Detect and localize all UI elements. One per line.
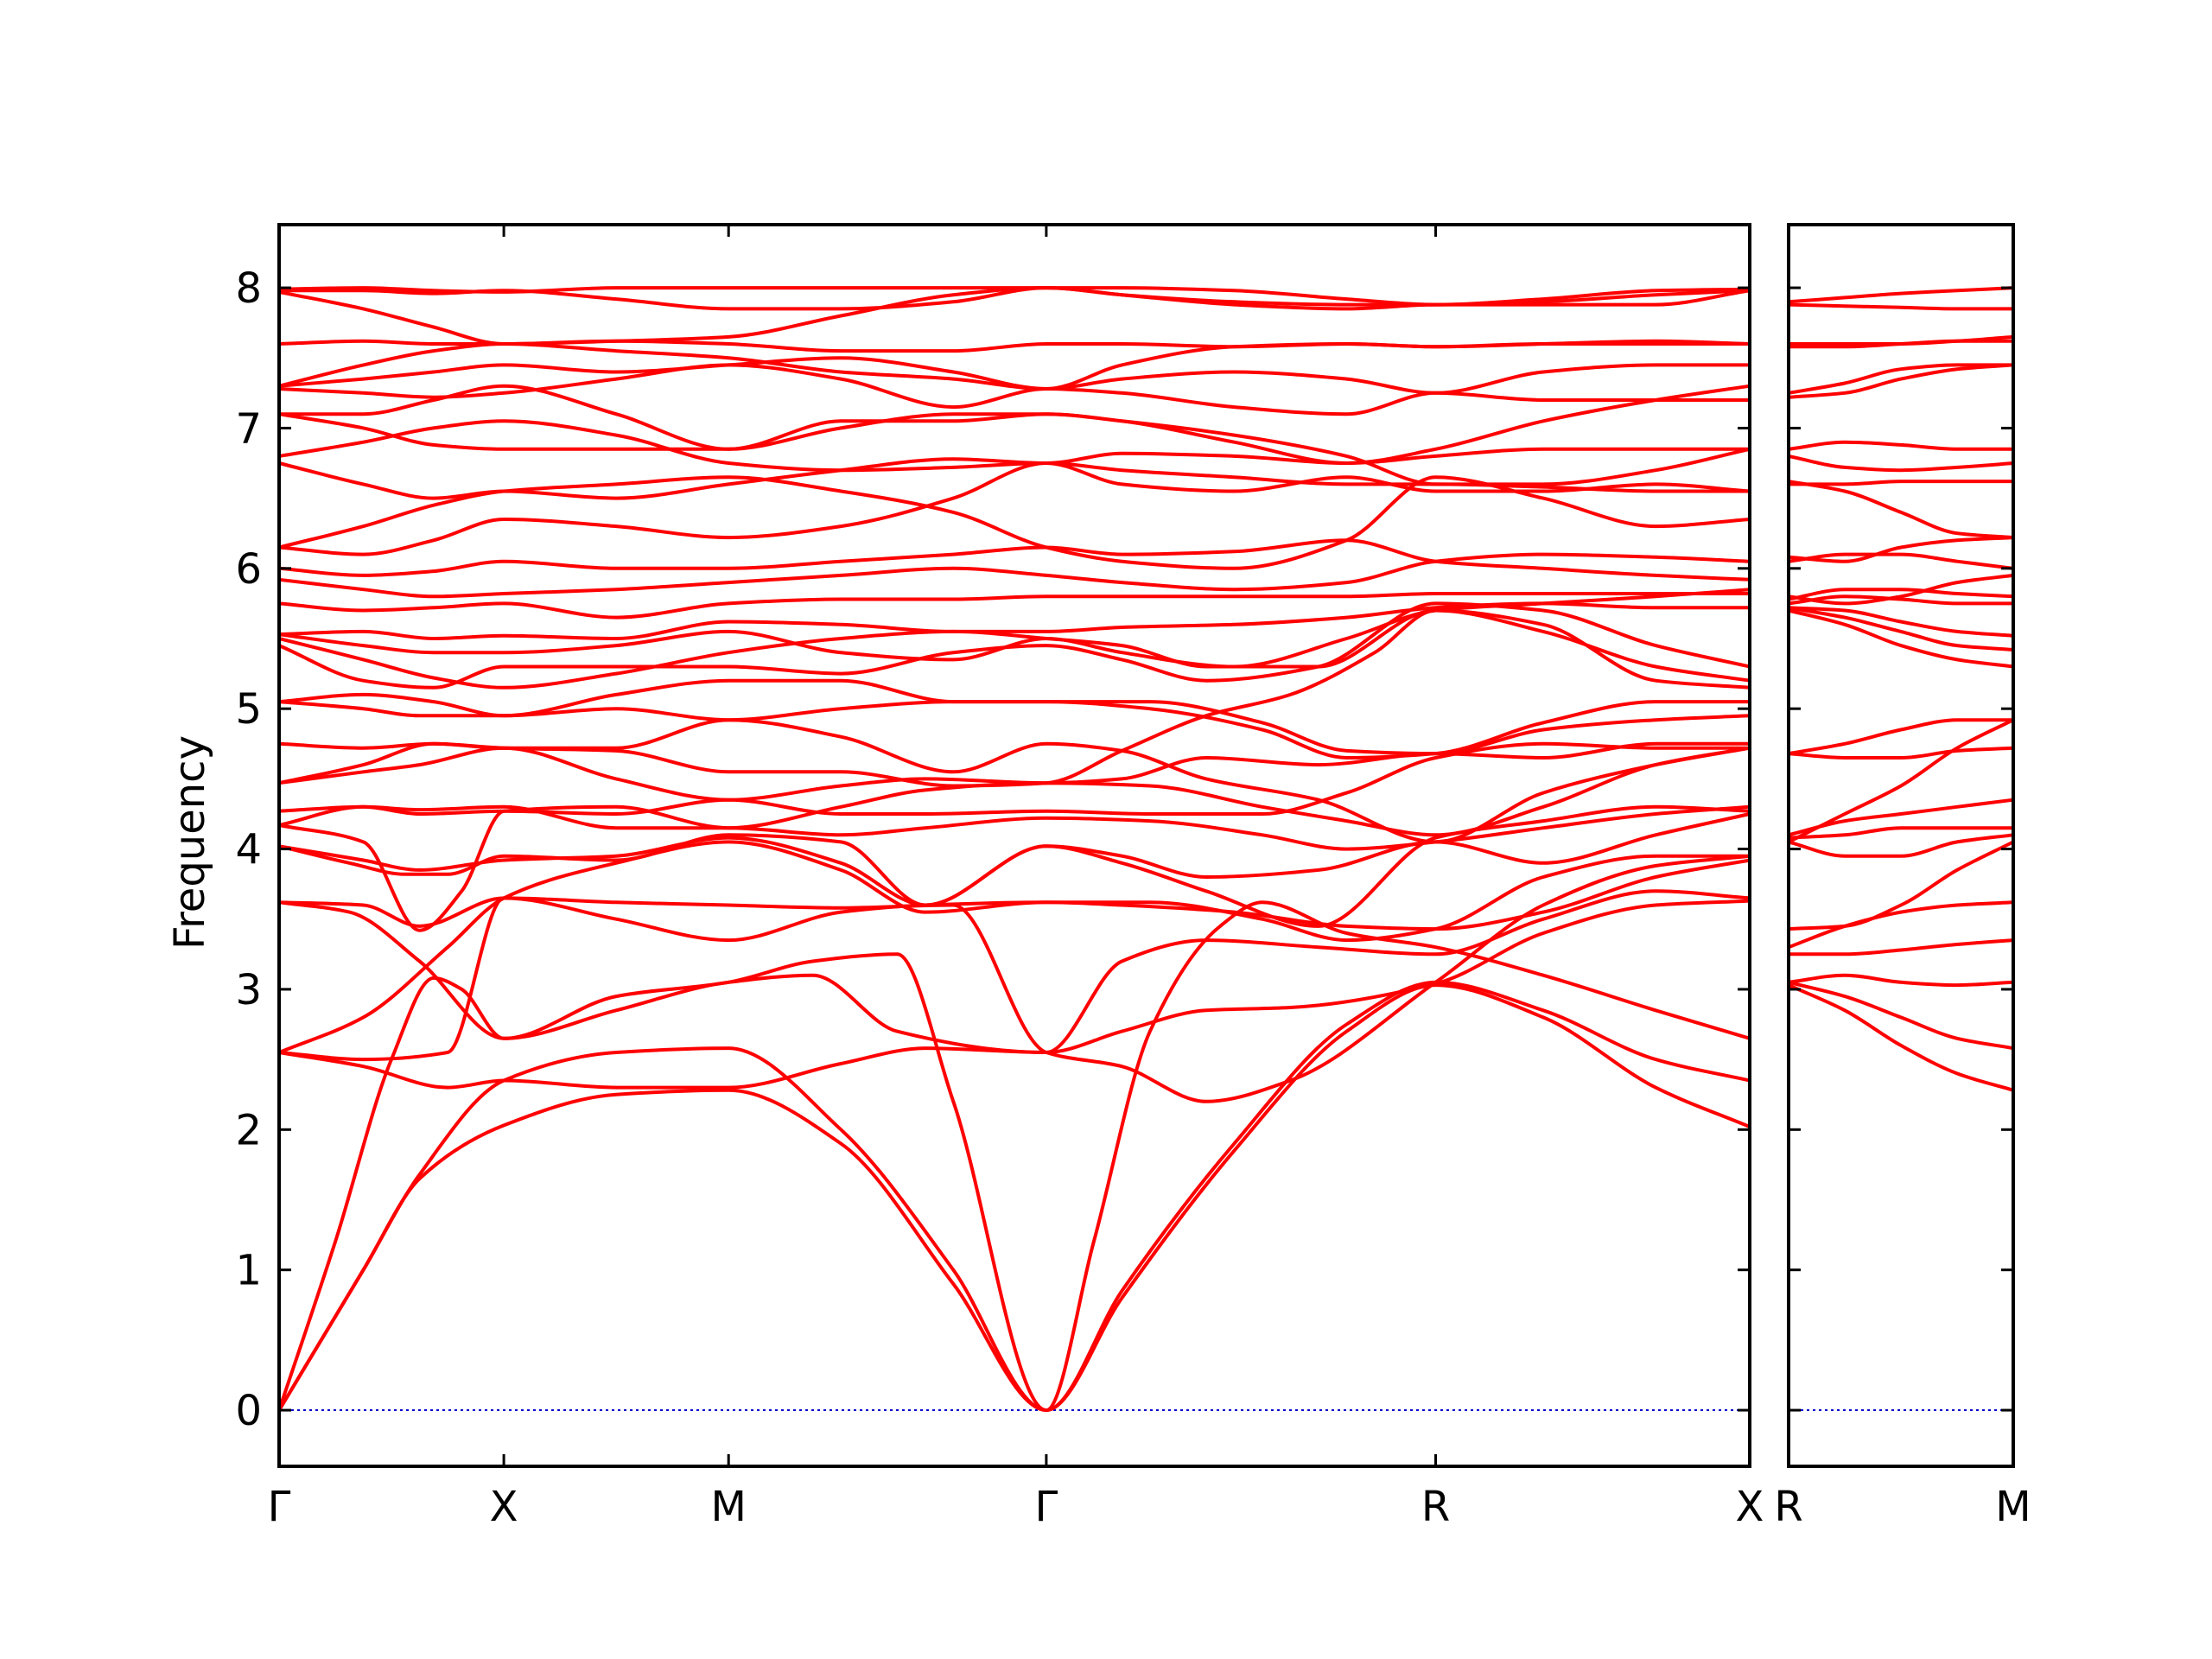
x-tick-label: X (1736, 1483, 1764, 1531)
band-line-9 (1787, 718, 2015, 844)
band-line-6 (1787, 833, 2015, 858)
y-tick-label: 0 (235, 1387, 262, 1435)
x-tick-label: R (1774, 1483, 1802, 1531)
band-line-28 (1787, 302, 2015, 311)
band-line-17 (1787, 573, 2015, 606)
band-line-5 (277, 840, 1751, 1054)
band-line-23 (277, 552, 1751, 599)
band-line-3 (1787, 938, 2015, 957)
band-line-12 (277, 741, 1751, 817)
band-line-24 (1787, 363, 2015, 399)
band-line-32 (277, 356, 1751, 395)
band-line-27 (1787, 334, 2015, 346)
band-line-6 (277, 889, 1751, 1054)
band-line-14 (1787, 606, 2015, 638)
band-line-31 (277, 363, 1751, 416)
y-tick-label: 2 (235, 1106, 262, 1154)
band-line-2 (1787, 973, 2015, 988)
band-line-4 (277, 854, 1751, 1103)
y-axis-label: Frequency (166, 735, 214, 950)
band-line-22 (1787, 454, 2015, 473)
band-line-0 (277, 983, 1751, 1413)
band-line-29 (277, 384, 1751, 465)
band-line-11 (1787, 718, 2015, 756)
x-tick-label: R (1421, 1483, 1450, 1531)
band-line-16 (1787, 588, 2015, 601)
band-line-30 (277, 384, 1751, 486)
y-tick-label: 5 (235, 685, 262, 734)
band-line-13 (1787, 606, 2015, 652)
band-line-22 (277, 591, 1751, 620)
x-tick-label: X (490, 1483, 518, 1531)
axes-frame (277, 223, 1751, 1468)
band-line-19 (277, 608, 1751, 690)
band-line-21 (1787, 480, 2015, 540)
band-line-35 (277, 286, 1751, 346)
band-line-23 (1787, 440, 2015, 451)
y-tick-label: 4 (235, 826, 262, 874)
band-line-1 (277, 980, 1751, 1413)
y-tick-label: 8 (235, 264, 262, 313)
band-line-15 (1787, 594, 2015, 606)
y-tick-label: 1 (235, 1247, 262, 1295)
band-line-2 (277, 900, 1751, 1413)
y-tick-label: 3 (235, 966, 262, 1014)
band-line-37 (277, 286, 1751, 307)
band-line-7 (1787, 826, 2015, 840)
band-line-5 (1787, 840, 2015, 931)
y-tick-label: 6 (235, 545, 262, 594)
x-tick-label: M (1995, 1483, 2031, 1531)
band-line-24 (277, 538, 1751, 582)
band-panel-main: 0 1 2 3 4 5 6 7 8 Γ X M Γ R X (235, 223, 1764, 1531)
band-line-1 (1787, 980, 2015, 1051)
band-line-20 (1787, 480, 2015, 486)
band-line-0 (1787, 983, 2015, 1092)
band-line-8 (1787, 798, 2015, 837)
band-line-21 (277, 601, 1751, 640)
y-tick-label: 7 (235, 404, 262, 453)
band-line-15 (277, 718, 1751, 844)
axes-frame (1787, 223, 2015, 1468)
x-tick-label: Γ (268, 1483, 291, 1531)
band-line-19 (1787, 536, 2015, 563)
band-line-10 (1787, 746, 2015, 760)
x-tick-label: M (710, 1483, 746, 1531)
band-line-9 (277, 812, 1751, 907)
band-line-11 (277, 804, 1751, 851)
band-line-7 (277, 854, 1751, 943)
band-line-25 (1787, 363, 2015, 395)
band-line-3 (277, 899, 1751, 1090)
band-line-18 (1787, 552, 2015, 570)
band-line-17 (277, 678, 1751, 756)
band-line-25 (277, 461, 1751, 556)
x-tick-label: Γ (1035, 1483, 1058, 1531)
band-line-27 (277, 447, 1751, 500)
band-line-12 (1787, 608, 2015, 669)
band-line-29 (1787, 286, 2015, 304)
band-line-8 (277, 804, 1751, 928)
band-line-4 (1787, 900, 2015, 950)
band-line-28 (277, 419, 1751, 493)
